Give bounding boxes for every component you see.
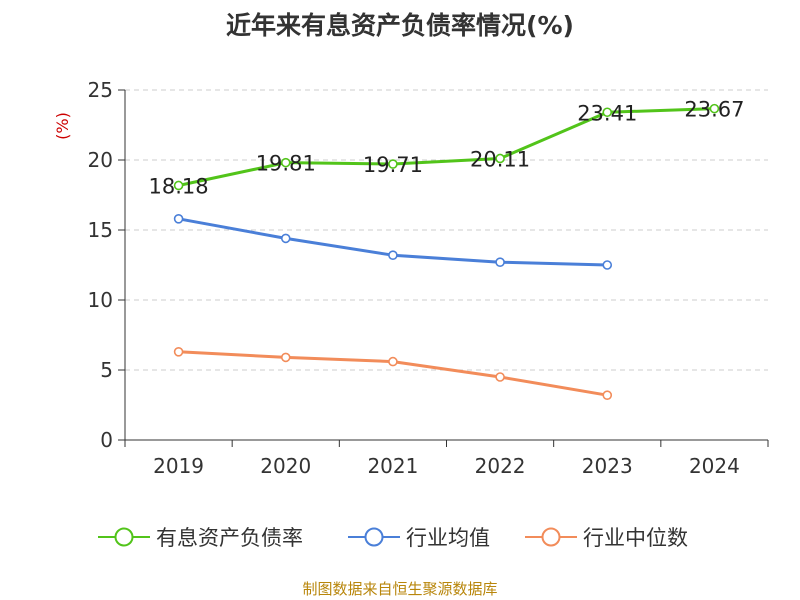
- data-label: 23.67: [684, 98, 744, 122]
- legend: 有息资产负债率 行业均值 行业中位数: [0, 520, 800, 554]
- grid-lines: [125, 89, 768, 371]
- legend-marker-green: [98, 527, 150, 547]
- data-point-0-0[interactable]: [173, 180, 184, 191]
- data-point-0-4[interactable]: [602, 107, 613, 118]
- y-axis-unit-label: (%): [53, 112, 72, 140]
- data-point-1-1[interactable]: [280, 233, 291, 244]
- legend-item-industry-average[interactable]: 行业均值: [348, 520, 490, 554]
- data-point-1-0[interactable]: [173, 214, 184, 224]
- data-point-1-2[interactable]: [388, 250, 398, 260]
- line-chart: 0 5 10 15 20 25 2019 2020 2021 2022 2023 2024 (%) 1…: [53, 78, 769, 478]
- data-point-2-2[interactable]: [388, 356, 398, 367]
- data-point-1-3[interactable]: [495, 257, 505, 268]
- data-point-2-1[interactable]: [280, 352, 291, 363]
- y-tick-label: 20: [88, 148, 113, 172]
- data-point-1-4[interactable]: [602, 260, 613, 270]
- data-point-0-2[interactable]: [388, 159, 398, 169]
- legend-item-interest-bearing-debt-ratio[interactable]: 有息资产负债率: [98, 520, 303, 554]
- y-tick-label: 25: [88, 78, 113, 102]
- legend-marker-orange: [525, 527, 577, 547]
- data-label: 18.18: [149, 174, 209, 198]
- data-point-2-0[interactable]: [173, 346, 184, 357]
- y-tick-label: 10: [88, 288, 113, 312]
- data-point-0-3[interactable]: [495, 153, 505, 164]
- x-tick-label: 2019: [153, 454, 204, 478]
- data-point-0-5[interactable]: [709, 103, 720, 114]
- data-point-2-4[interactable]: [602, 390, 613, 401]
- y-tick-label: 15: [88, 218, 113, 242]
- data-label: 20.11: [470, 147, 530, 171]
- series-line-0: [178, 107, 715, 187]
- chart-title: 近年来有息资产负债率情况(%): [226, 11, 574, 40]
- x-tick-label: 2022: [475, 454, 526, 478]
- axes: 0 5 10 15 20 25 2019 2020 2021 2022 2023 2024: [88, 78, 769, 478]
- data-label: 19.71: [363, 153, 423, 177]
- legend-label: 行业均值: [406, 526, 490, 550]
- x-tick-label: 2024: [689, 454, 740, 478]
- data-point-2-3[interactable]: [495, 372, 505, 382]
- legend-item-industry-median[interactable]: 行业中位数: [525, 520, 688, 554]
- series: [173, 103, 720, 401]
- y-tick-label: 0: [100, 428, 113, 452]
- legend-label: 行业中位数: [583, 526, 688, 550]
- legend-marker-blue: [348, 527, 400, 547]
- y-tick-label: 5: [100, 358, 113, 382]
- x-tick-label: 2021: [367, 454, 418, 478]
- data-point-0-1[interactable]: [280, 157, 291, 168]
- source-note: 制图数据来自恒生聚源数据库: [302, 580, 498, 598]
- data-labels: 18.18 19.81 19.71 20.11 23.41 23.67: [149, 98, 745, 199]
- x-tick-label: 2020: [260, 454, 311, 478]
- legend-label: 有息资产负债率: [156, 526, 303, 550]
- x-tick-label: 2023: [582, 454, 633, 478]
- data-label: 23.41: [577, 101, 637, 125]
- data-label: 19.81: [256, 152, 316, 176]
